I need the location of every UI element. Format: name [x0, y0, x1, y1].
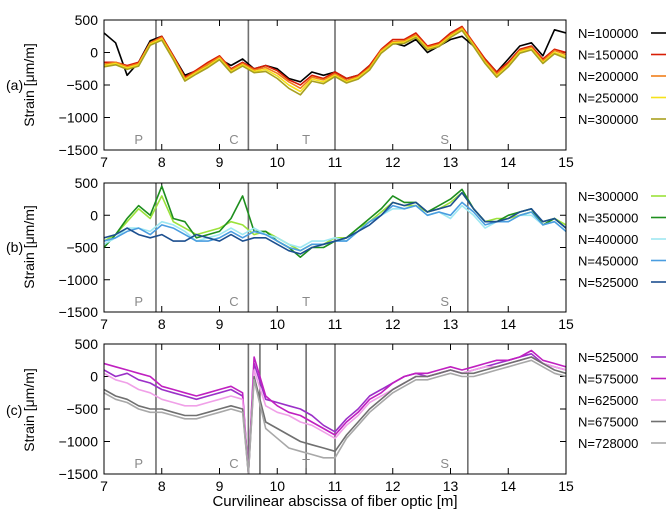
- legend-label: N=200000: [578, 69, 638, 84]
- region-label: S: [440, 294, 449, 309]
- legend-label: N=150000: [578, 48, 638, 63]
- y-tick-label: 500: [75, 336, 99, 352]
- legend-label: N=575000: [578, 372, 638, 387]
- legend-label: N=350000: [578, 211, 638, 226]
- region-label: S: [440, 132, 449, 147]
- region-label: C: [229, 132, 238, 147]
- x-tick-label: 14: [500, 316, 516, 332]
- x-tick-label: 9: [216, 478, 224, 494]
- x-axis-label: Curvilinear abscissa of fiber optic [m]: [212, 493, 457, 510]
- y-tick-label: −1500: [59, 304, 99, 320]
- x-tick-label: 9: [216, 154, 224, 170]
- y-axis-label: Strain [μm/m]: [21, 368, 37, 452]
- legend-label: N=300000: [578, 112, 638, 127]
- panel-id-label: (b): [6, 239, 23, 255]
- legend-label: N=525000: [578, 350, 638, 365]
- region-label: S: [440, 456, 449, 471]
- series-line: [104, 356, 566, 474]
- x-tick-label: 13: [443, 154, 459, 170]
- region-label: C: [229, 294, 238, 309]
- series-group: [104, 25, 566, 96]
- legend-label: N=675000: [578, 415, 638, 430]
- legend-label: N=100000: [578, 26, 638, 41]
- x-tick-label: 11: [328, 316, 343, 332]
- y-tick-label: −1500: [59, 466, 99, 482]
- panel-id-label: (a): [6, 77, 23, 93]
- legend-label: N=400000: [578, 232, 638, 247]
- x-tick-label: 13: [443, 478, 459, 494]
- y-axis-label: Strain [μm/m]: [21, 205, 37, 289]
- y-tick-label: −1000: [59, 110, 99, 126]
- y-axis-label: Strain [μm/m]: [21, 43, 37, 127]
- series-line: [104, 356, 566, 474]
- x-tick-label: 7: [100, 478, 108, 494]
- x-tick-label: 11: [328, 478, 343, 494]
- x-tick-label: 8: [158, 478, 166, 494]
- legend-label: N=250000: [578, 91, 638, 106]
- x-tick-label: 12: [385, 478, 401, 494]
- region-label: P: [134, 132, 143, 147]
- x-tick-label: 10: [269, 154, 285, 170]
- y-tick-label: 0: [90, 207, 98, 223]
- x-tick-label: 12: [385, 154, 401, 170]
- series-line: [104, 349, 566, 474]
- x-tick-label: 8: [158, 316, 166, 332]
- region-label: P: [134, 294, 143, 309]
- x-tick-label: 14: [500, 154, 516, 170]
- plot-frame: [103, 19, 567, 151]
- panel-id-label: (c): [6, 402, 22, 418]
- series-group: [104, 349, 566, 474]
- x-tick-label: 9: [216, 316, 224, 332]
- region-label: P: [134, 456, 143, 471]
- x-tick-label: 14: [500, 478, 516, 494]
- region-label: T: [302, 294, 310, 309]
- y-tick-label: 0: [90, 369, 98, 385]
- x-tick-label: 7: [100, 316, 108, 332]
- y-tick-label: −500: [66, 240, 98, 256]
- legend-label: N=728000: [578, 436, 638, 451]
- y-tick-label: −1500: [59, 142, 99, 158]
- y-tick-label: 500: [75, 175, 99, 191]
- x-tick-label: 8: [158, 154, 166, 170]
- y-tick-label: −1000: [59, 272, 99, 288]
- legend-label: N=625000: [578, 393, 638, 408]
- x-tick-label: 15: [558, 316, 574, 332]
- y-tick-label: −500: [66, 77, 98, 93]
- series-line: [104, 191, 566, 255]
- series-group: [104, 185, 566, 259]
- series-line: [104, 29, 566, 96]
- legend-label: N=450000: [578, 254, 638, 269]
- x-tick-label: 10: [269, 478, 285, 494]
- plot-frame: [103, 182, 567, 313]
- x-tick-label: 15: [558, 154, 574, 170]
- region-label: T: [302, 456, 310, 471]
- y-tick-label: −1000: [59, 434, 99, 450]
- series-line: [104, 204, 566, 249]
- series-line: [104, 359, 566, 474]
- region-label: C: [229, 456, 238, 471]
- legend-label: N=525000: [578, 275, 638, 290]
- x-tick-label: 12: [385, 316, 401, 332]
- legend-label: N=300000: [578, 189, 638, 204]
- region-label: T: [302, 132, 310, 147]
- y-tick-label: 500: [75, 12, 99, 28]
- x-tick-label: 7: [100, 154, 108, 170]
- x-tick-label: 15: [558, 478, 574, 494]
- x-tick-label: 13: [443, 316, 459, 332]
- plot-frame: [103, 343, 567, 475]
- x-tick-label: 11: [328, 154, 343, 170]
- y-tick-label: 0: [90, 45, 98, 61]
- x-tick-label: 10: [269, 316, 285, 332]
- y-tick-label: −500: [66, 401, 98, 417]
